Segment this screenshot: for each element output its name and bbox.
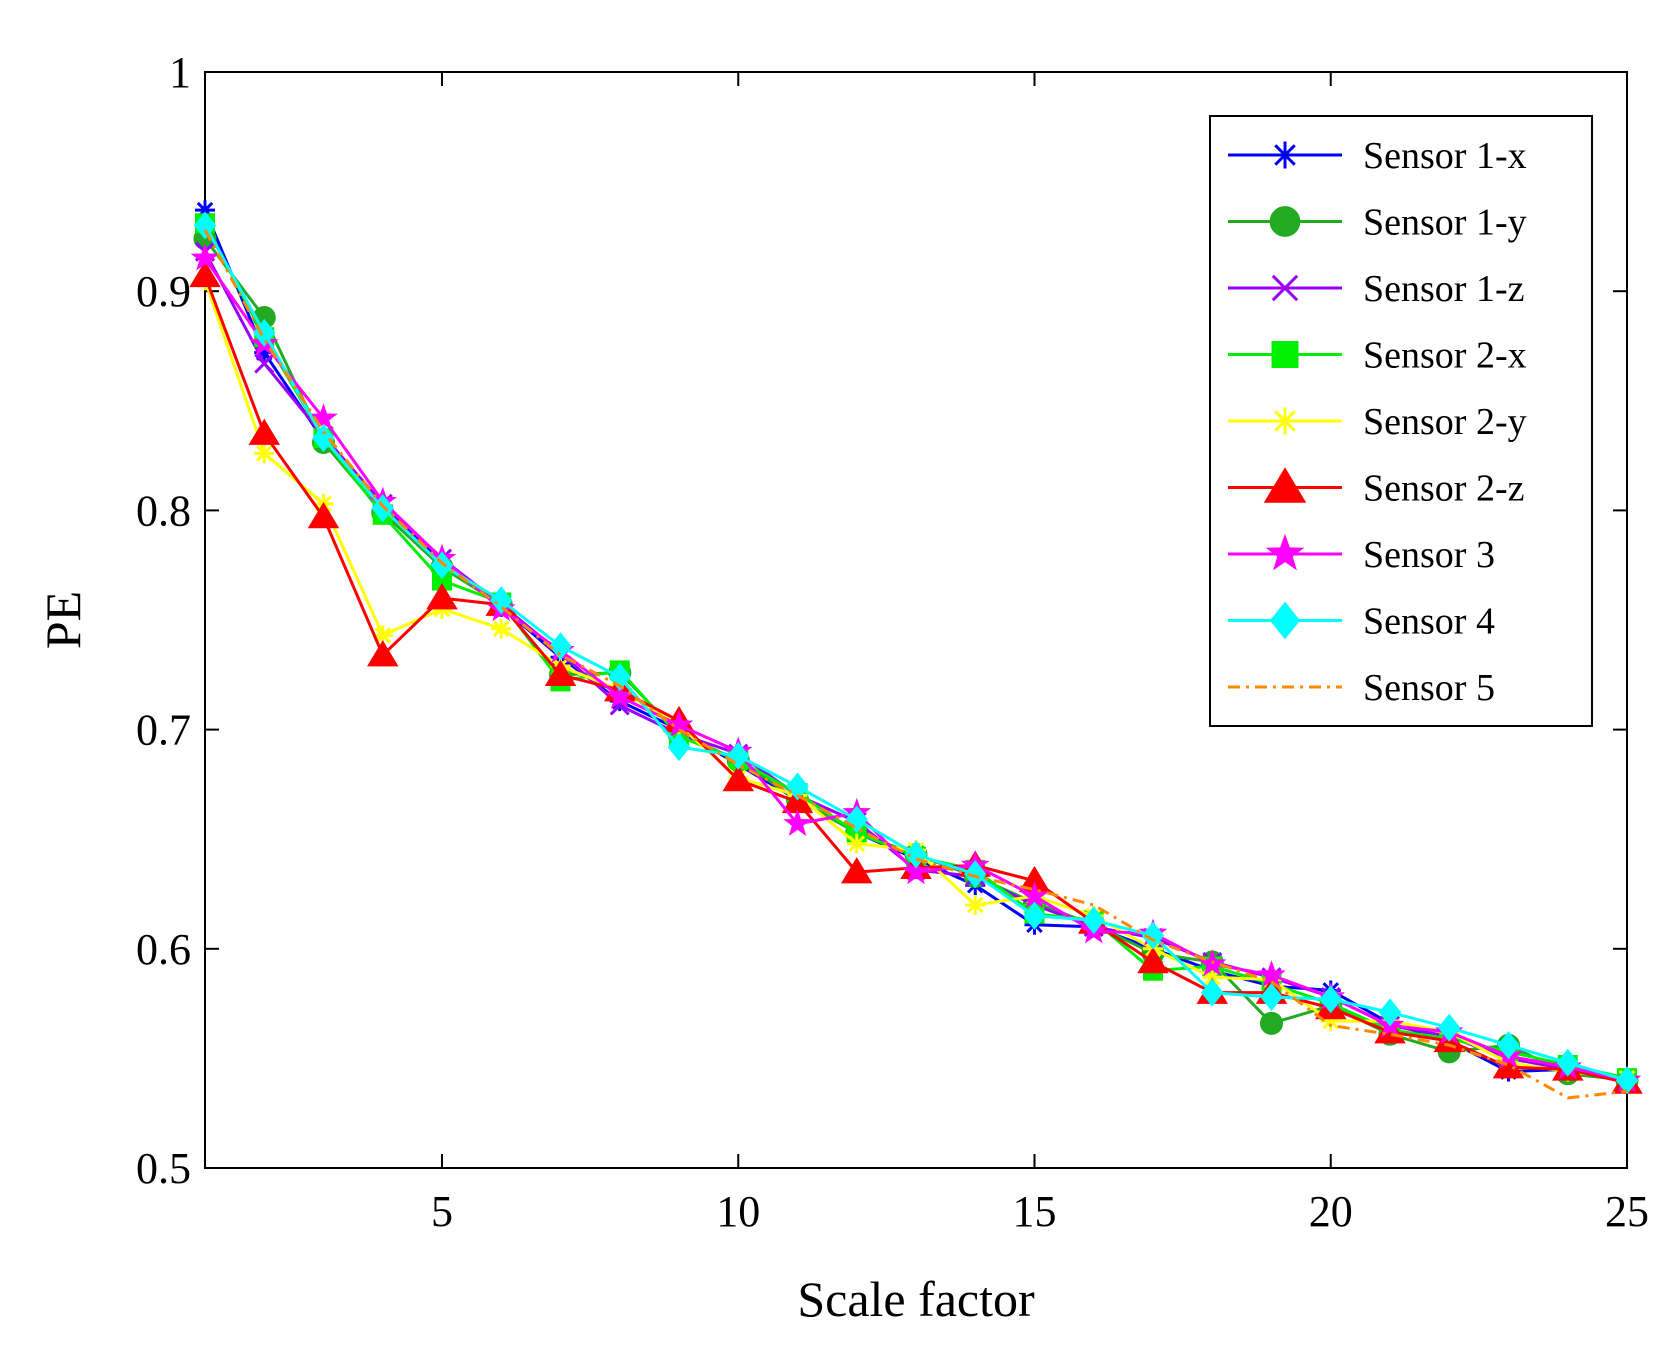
- data-point: [722, 765, 754, 792]
- data-point: [841, 857, 873, 884]
- data-point: [1260, 983, 1283, 1012]
- data-point: [1201, 978, 1224, 1007]
- legend-label: Sensor 1-y: [1363, 202, 1527, 244]
- data-point: [786, 772, 809, 801]
- data-point: [901, 857, 931, 885]
- legend-item: Sensor 2-y: [1228, 401, 1527, 443]
- data-point: [371, 494, 394, 523]
- legend-label: Sensor 4: [1363, 601, 1495, 643]
- data-point: [1271, 274, 1299, 302]
- data-point: [254, 342, 275, 363]
- data-point: [312, 424, 335, 453]
- data-point: [254, 353, 275, 374]
- data-point: [846, 833, 867, 854]
- data-point: [1018, 865, 1051, 893]
- data-point: [1137, 946, 1169, 974]
- data-point: [1271, 407, 1299, 435]
- x-tick-label: 15: [1013, 1187, 1057, 1236]
- x-axis-label: Scale factor: [797, 1271, 1035, 1327]
- legend-label: Sensor 2-y: [1363, 401, 1527, 443]
- data-point: [964, 860, 987, 889]
- x-tick-label: 5: [431, 1187, 453, 1236]
- data-point: [1265, 533, 1305, 571]
- data-point: [1378, 998, 1402, 1027]
- y-tick-label: 1: [169, 48, 191, 97]
- data-point: [190, 243, 220, 271]
- data-point: [1269, 601, 1301, 640]
- data-point: [189, 260, 221, 288]
- data-point: [1263, 467, 1307, 503]
- data-point: [426, 583, 458, 610]
- data-point: [372, 625, 393, 646]
- legend-item: Sensor 2-x: [1228, 335, 1527, 377]
- data-point: [1257, 960, 1286, 988]
- legend: Sensor 1-x Sensor 1-y Sensor 1-z Sensor 2-x…: [1209, 115, 1593, 727]
- legend-item: Sensor 4: [1228, 601, 1495, 643]
- data-point: [1271, 341, 1299, 368]
- series-layer: [189, 200, 1643, 1100]
- data-point: [1492, 1052, 1525, 1079]
- data-point: [664, 710, 694, 738]
- data-point: [1269, 206, 1301, 237]
- legend-item: Sensor 3: [1228, 533, 1495, 576]
- data-point: [1556, 1048, 1579, 1077]
- legend-label: Sensor 2-z: [1363, 468, 1524, 510]
- data-point: [605, 681, 634, 709]
- data-point: [253, 318, 276, 347]
- series-line: [203, 229, 1628, 1100]
- data-point: [193, 211, 217, 240]
- data-point: [1020, 881, 1049, 909]
- data-point: [965, 894, 986, 915]
- data-point: [783, 808, 812, 836]
- data-point: [1320, 1011, 1341, 1032]
- data-point: [1023, 901, 1046, 930]
- y-tick-label: 0.7: [136, 706, 191, 755]
- data-point: [1202, 967, 1223, 988]
- y-axis-label: PE: [35, 591, 91, 649]
- legend-item: Sensor 1-z: [1228, 268, 1524, 310]
- data-point: [432, 570, 452, 591]
- legend-item: Sensor 1-x: [1228, 135, 1527, 177]
- x-tick-label: 25: [1605, 1187, 1649, 1236]
- x-tick-label: 20: [1309, 1187, 1353, 1236]
- legend-label: Sensor 1-x: [1363, 135, 1527, 177]
- data-point: [307, 501, 340, 529]
- y-tick-label: 0.6: [136, 925, 191, 974]
- data-point: [491, 618, 512, 639]
- data-point: [248, 418, 280, 445]
- tick-labels: 5 10 15 20 25 0.5 0.6 0.7 0.8 0.9 1: [136, 48, 1649, 1236]
- data-point: [1497, 1031, 1520, 1060]
- data-point: [430, 551, 454, 580]
- legend-label: Sensor 3: [1363, 534, 1495, 576]
- data-point: [309, 403, 338, 431]
- data-point: [1319, 985, 1342, 1014]
- y-tick-label: 0.8: [136, 486, 191, 535]
- data-point: [254, 443, 275, 464]
- legend-label: Sensor 5: [1363, 667, 1495, 709]
- data-point: [544, 659, 577, 687]
- data-point: [490, 586, 513, 615]
- data-point: [195, 200, 215, 221]
- series-sensor-5: [203, 229, 1628, 1100]
- legend-item: Sensor 5: [1228, 667, 1495, 709]
- data-point: [1271, 141, 1299, 169]
- data-point: [1260, 1011, 1283, 1035]
- legend-item: Sensor 2-z: [1228, 467, 1524, 510]
- data-point: [667, 733, 691, 762]
- series-sensor-4: [193, 211, 1639, 1095]
- data-point: [549, 632, 572, 661]
- data-point: [1438, 1013, 1461, 1042]
- legend-item: Sensor 1-y: [1228, 202, 1527, 244]
- legend-label: Sensor 2-x: [1363, 335, 1527, 377]
- data-point: [1615, 1066, 1639, 1095]
- y-tick-label: 0.5: [136, 1144, 191, 1193]
- data-point: [367, 640, 399, 667]
- data-point: [1082, 906, 1105, 935]
- legend-label: Sensor 1-z: [1363, 268, 1524, 310]
- y-tick-label: 0.9: [136, 267, 191, 316]
- data-point: [1141, 921, 1165, 950]
- x-tick-label: 10: [716, 1187, 760, 1236]
